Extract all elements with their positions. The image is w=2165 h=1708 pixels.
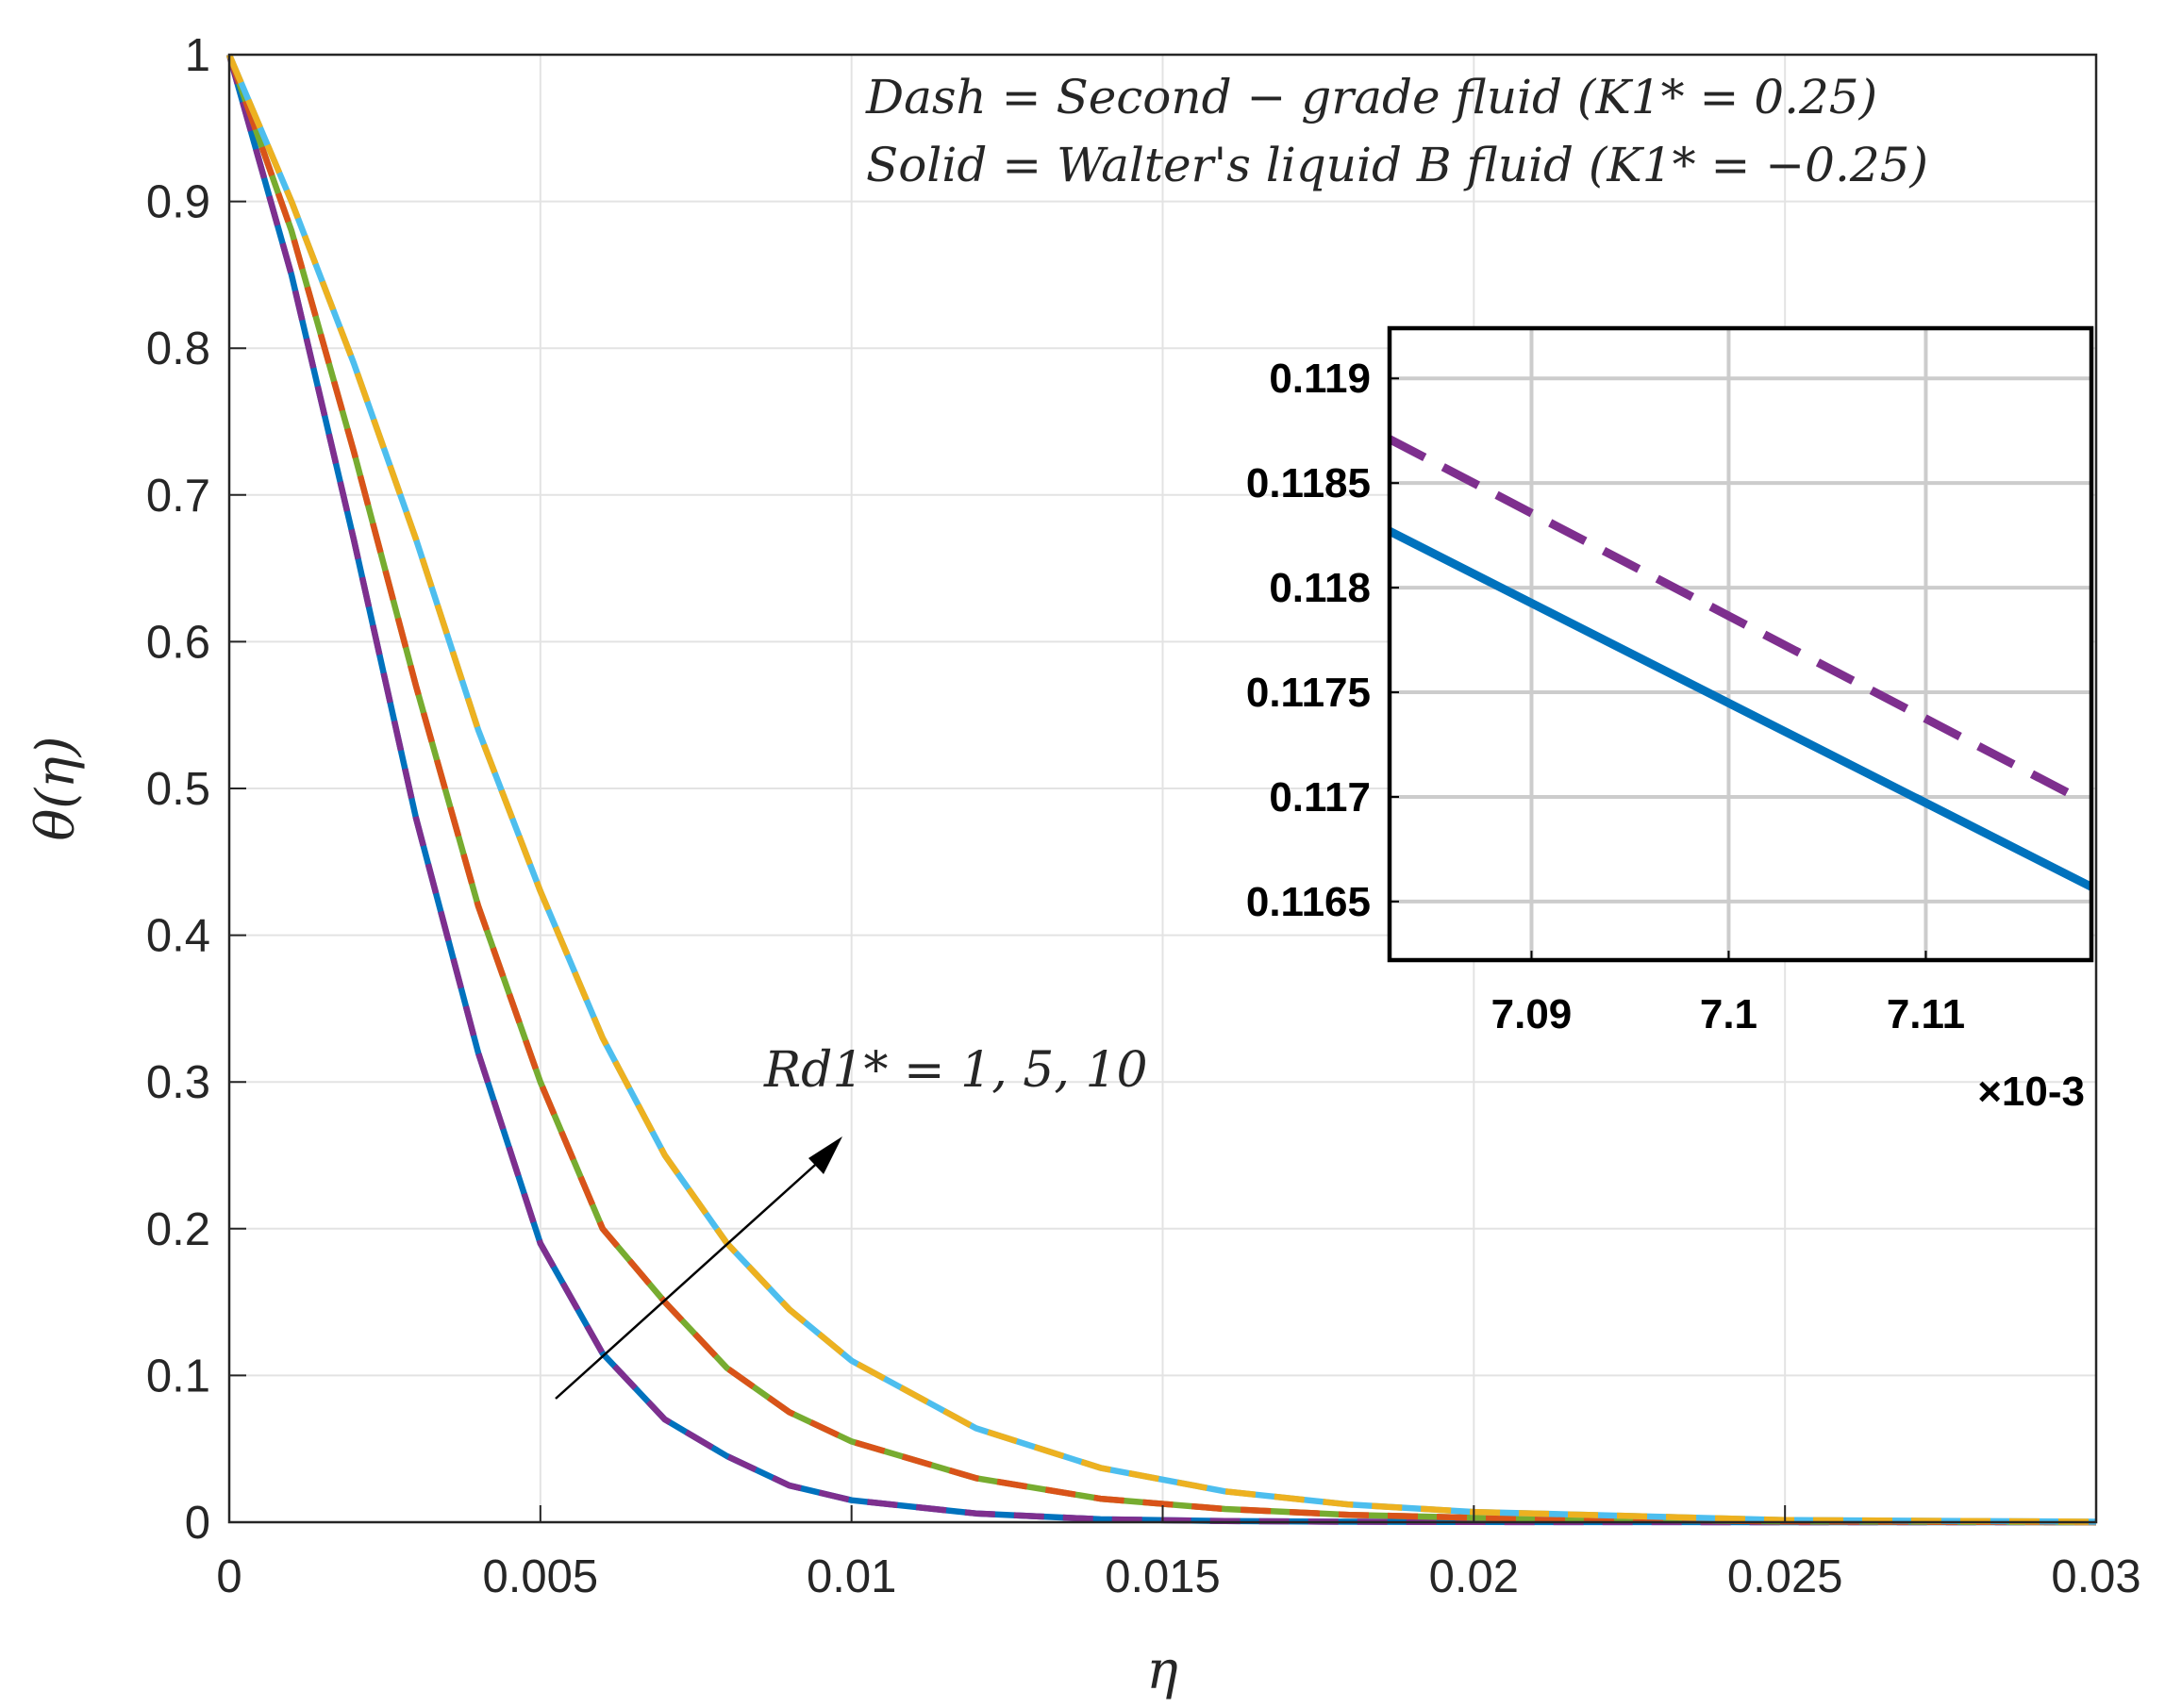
y-tick-label: 0.4 [146,911,210,962]
arrow-label: Rd1* = 1, 5, 10 [763,1042,1148,1099]
inset-series [1387,435,2094,891]
y-tick-label: 0.2 [146,1204,210,1255]
series-line-5 [226,53,2097,1525]
y-tick-label: 0.1165 [1246,879,1371,925]
legend-line-1: Dash = Second − grade fluid (K1* = 0.25) [865,70,1877,124]
x-tick-label: 0 [216,1551,241,1602]
inset-x-multiplier: ×10-3 [1977,1069,2085,1115]
y-tick-label: 0.9 [146,177,210,228]
y-tick-label: 0.1185 [1246,460,1371,506]
x-axis-label: η [1146,1640,1178,1701]
x-tick-label: 0.01 [807,1551,896,1602]
x-tick-label: 0.005 [483,1551,599,1602]
series-line-0 [1387,527,2094,891]
inset-frame [1387,325,2094,963]
x-tick-label: 0.03 [2051,1551,2140,1602]
x-tick-label: 7.11 [1887,991,1965,1037]
y-tick-label: 0.7 [146,471,210,522]
trend-arrow [555,1157,824,1400]
x-tick-label: 0.025 [1727,1551,1843,1602]
y-tick-label: 0.6 [146,617,210,668]
legend-line-2: Solid = Walter's liquid B fluid (K1* = −… [866,138,1928,192]
x-tick-label: 7.09 [1491,991,1573,1037]
series-line-1 [1387,435,2070,797]
y-tick-label: 0 [185,1498,210,1549]
inset-ticks: 7.09 7.1 7.11 0.1165 0.117 0.1175 0.118 0.1185 0… [1246,356,1965,1037]
inset-background [1390,328,2091,960]
x-tick-label: 0.015 [1105,1551,1221,1602]
x-tick-label: 7.1 [1700,991,1757,1037]
y-axis-label: θ(η) [25,737,87,841]
x-tick-label: 0.02 [1429,1551,1519,1602]
y-tick-label: 1 [185,30,210,81]
y-tick-label: 0.118 [1269,565,1371,611]
y-tick-label: 0.117 [1269,774,1371,821]
main-ticks: 0 0.005 0.01 0.015 0.02 0.025 0.03 0 0.1 0.2 0.3 0.… [146,30,2141,1602]
y-tick-label: 0.3 [146,1057,210,1108]
y-tick-label: 0.8 [146,323,210,374]
series-line-3 [225,53,2097,1526]
y-tick-label: 0.1 [146,1351,210,1401]
y-tick-label: 0.5 [146,764,210,815]
trend-arrow-head [808,1136,842,1174]
y-tick-label: 0.119 [1269,356,1371,402]
y-tick-label: 0.1175 [1246,670,1371,716]
